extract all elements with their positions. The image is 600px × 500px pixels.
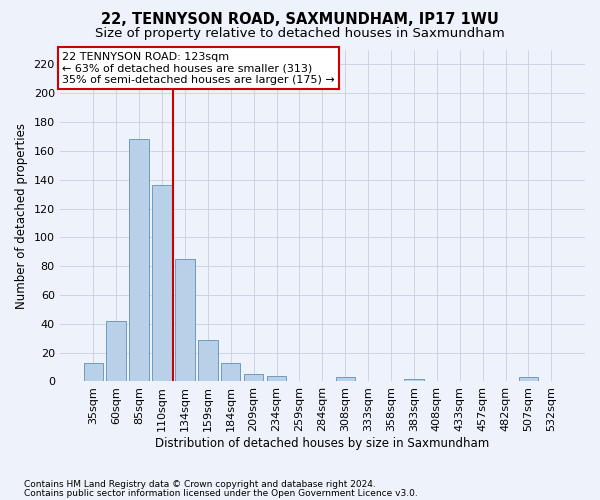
Bar <box>106 321 126 382</box>
Bar <box>175 259 194 382</box>
Bar <box>130 140 149 382</box>
Bar <box>83 362 103 382</box>
Text: 22 TENNYSON ROAD: 123sqm
← 63% of detached houses are smaller (313)
35% of semi-: 22 TENNYSON ROAD: 123sqm ← 63% of detach… <box>62 52 335 85</box>
Bar <box>519 377 538 382</box>
X-axis label: Distribution of detached houses by size in Saxmundham: Distribution of detached houses by size … <box>155 437 490 450</box>
Y-axis label: Number of detached properties: Number of detached properties <box>15 122 28 308</box>
Bar <box>221 362 241 382</box>
Bar <box>335 377 355 382</box>
Bar <box>152 186 172 382</box>
Bar <box>244 374 263 382</box>
Text: Contains public sector information licensed under the Open Government Licence v3: Contains public sector information licen… <box>24 488 418 498</box>
Bar <box>267 376 286 382</box>
Text: Contains HM Land Registry data © Crown copyright and database right 2024.: Contains HM Land Registry data © Crown c… <box>24 480 376 489</box>
Text: Size of property relative to detached houses in Saxmundham: Size of property relative to detached ho… <box>95 28 505 40</box>
Bar <box>198 340 218 382</box>
Text: 22, TENNYSON ROAD, SAXMUNDHAM, IP17 1WU: 22, TENNYSON ROAD, SAXMUNDHAM, IP17 1WU <box>101 12 499 28</box>
Bar <box>404 378 424 382</box>
